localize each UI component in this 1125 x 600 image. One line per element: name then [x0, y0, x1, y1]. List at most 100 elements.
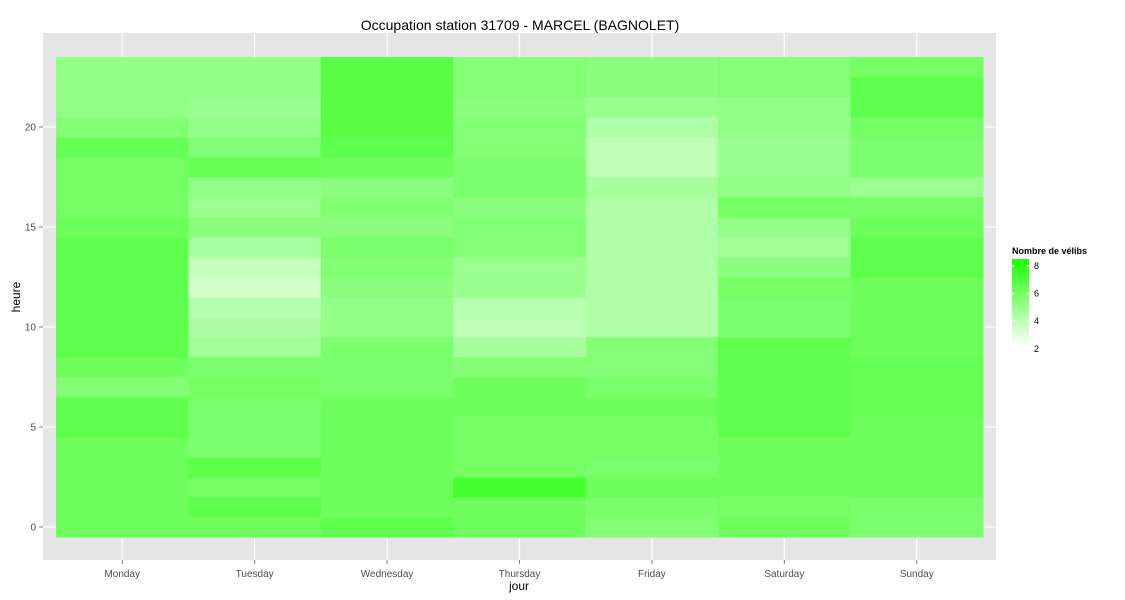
heatmap-cell	[188, 337, 322, 358]
heatmap-cell	[453, 477, 587, 498]
heatmap-cell	[585, 277, 719, 298]
heatmap-cell	[718, 237, 852, 258]
heatmap-cell	[56, 277, 189, 298]
heatmap-cell	[718, 517, 852, 538]
heatmap-cell	[718, 97, 852, 118]
heatmap-cell	[320, 417, 454, 438]
heatmap-cell	[188, 397, 322, 418]
heatmap-cell	[585, 157, 719, 178]
heatmap-cell	[188, 457, 322, 478]
heatmap-cell	[188, 417, 322, 438]
heatmap-cell	[188, 177, 322, 198]
heatmap-cell	[320, 317, 454, 338]
heatmap-cell	[850, 397, 984, 418]
heatmap-cell	[585, 517, 719, 538]
x-tick-label: Sunday	[900, 569, 934, 580]
legend-tick-label: 4	[1034, 316, 1039, 326]
heatmap-cell	[850, 317, 984, 338]
heatmap-cell	[56, 317, 189, 338]
heatmap-cell	[850, 377, 984, 398]
heatmap-cell	[718, 377, 852, 398]
heatmap-cell	[850, 97, 984, 118]
x-tick-label: Friday	[638, 569, 666, 580]
heatmap-cell	[850, 497, 984, 518]
heatmap-cell	[320, 377, 454, 398]
heatmap-cell	[585, 377, 719, 398]
heatmap-cell	[585, 137, 719, 158]
heatmap-cell	[56, 97, 189, 118]
y-tick-label: 15	[25, 223, 37, 234]
heatmap-cell	[320, 217, 454, 238]
heatmap-cell	[453, 377, 587, 398]
heatmap-cell	[850, 337, 984, 358]
heatmap-cell	[718, 337, 852, 358]
heatmap-cell	[453, 297, 587, 318]
heatmap-cell	[718, 417, 852, 438]
heatmap-cell	[585, 197, 719, 218]
heatmap-cell	[56, 397, 189, 418]
heatmap-cell	[850, 117, 984, 138]
heatmap-cell	[56, 437, 189, 458]
heatmap-cell	[718, 257, 852, 278]
heatmap-cell	[585, 297, 719, 318]
heatmap-cell	[718, 497, 852, 518]
heatmap-cell	[585, 117, 719, 138]
heatmap-cell	[320, 237, 454, 258]
heatmap-cell	[188, 437, 322, 458]
heatmap-cell	[188, 77, 322, 98]
heatmap-cell	[453, 257, 587, 278]
heatmap-cell	[453, 277, 587, 298]
heatmap-cell	[718, 397, 852, 418]
heatmap-cell	[585, 477, 719, 498]
chart-title: Occupation station 31709 - MARCEL (BAGNO…	[361, 17, 680, 33]
y-tick-label: 10	[25, 323, 37, 334]
heatmap-cell	[718, 117, 852, 138]
heatmap-cell	[850, 157, 984, 178]
heatmap-cell	[188, 497, 322, 518]
heatmap-cells	[56, 57, 984, 538]
heatmap-cell	[453, 337, 587, 358]
heatmap-cell	[585, 97, 719, 118]
heatmap-cell	[585, 177, 719, 198]
heatmap-cell	[56, 197, 189, 218]
heatmap-cell	[718, 457, 852, 478]
heatmap-cell	[188, 357, 322, 378]
heatmap-cell	[453, 357, 587, 378]
heatmap-cell	[453, 457, 587, 478]
heatmap-cell	[850, 57, 984, 78]
y-tick-label: 20	[25, 123, 37, 134]
heatmap-cell	[718, 57, 852, 78]
heatmap-cell	[453, 217, 587, 238]
legend-tick-label: 2	[1034, 344, 1039, 354]
heatmap-cell	[320, 277, 454, 298]
x-tick-label: Wednesday	[361, 569, 414, 580]
heatmap-cell	[56, 457, 189, 478]
heatmap-cell	[188, 477, 322, 498]
heatmap-cell	[188, 137, 322, 158]
heatmap-cell	[453, 97, 587, 118]
heatmap-cell	[56, 517, 189, 538]
heatmap-cell	[453, 57, 587, 78]
heatmap-cell	[56, 157, 189, 178]
heatmap-cell	[718, 217, 852, 238]
heatmap-cell	[718, 277, 852, 298]
heatmap-cell	[188, 277, 322, 298]
heatmap-cell	[850, 457, 984, 478]
heatmap-cell	[56, 77, 189, 98]
heatmap-cell	[188, 97, 322, 118]
heatmap-cell	[850, 237, 984, 258]
heatmap-cell	[585, 77, 719, 98]
heatmap-cell	[718, 357, 852, 378]
heatmap-cell	[850, 517, 984, 538]
heatmap-cell	[320, 457, 454, 478]
x-axis: Monday Tuesday Wednesday Thursday Friday Satu…	[104, 560, 934, 580]
heatmap-cell	[850, 197, 984, 218]
heatmap-cell	[188, 117, 322, 138]
heatmap-cell	[453, 437, 587, 458]
heatmap-cell	[850, 477, 984, 498]
y-tick-label: 0	[30, 523, 36, 534]
heatmap-cell	[718, 177, 852, 198]
heatmap-cell	[188, 297, 322, 318]
heatmap-cell	[718, 437, 852, 458]
heatmap-cell	[320, 477, 454, 498]
